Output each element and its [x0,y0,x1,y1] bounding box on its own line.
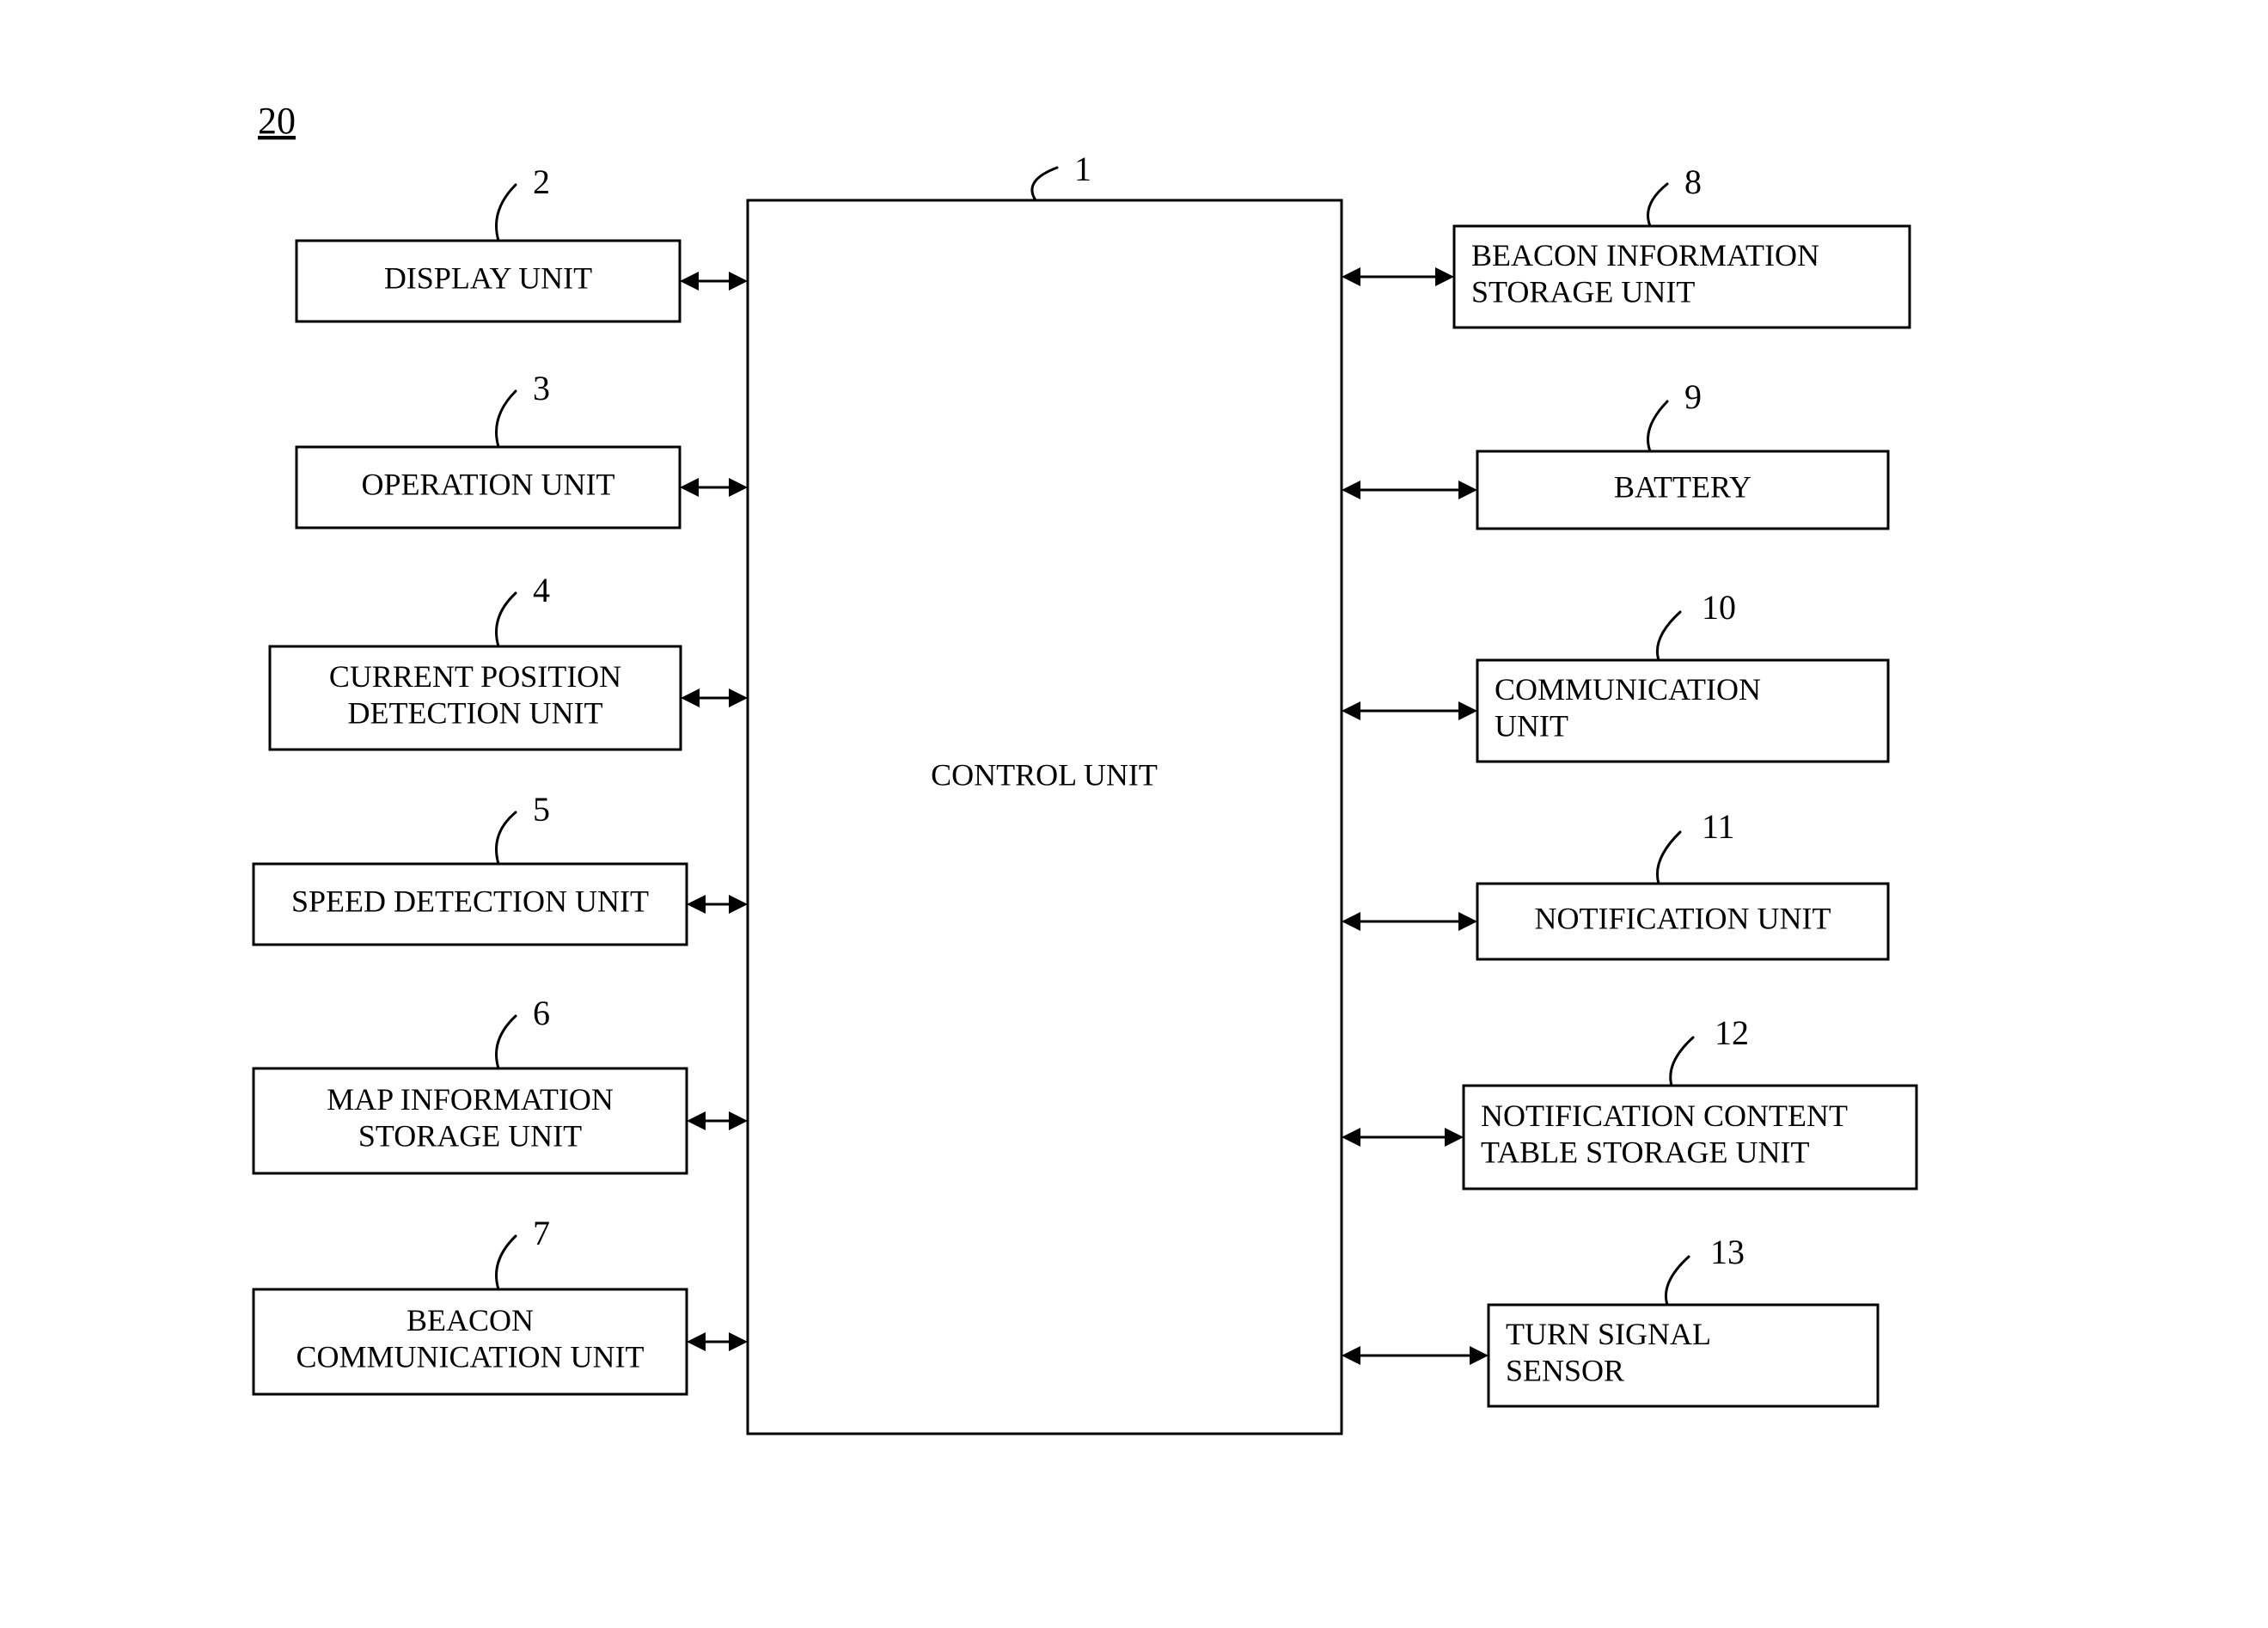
ref-1: 1 [1074,150,1091,188]
right-block-label: TURN SIGNALSENSOR [1506,1317,1711,1387]
left-block-label: CURRENT POSITIONDETECTION UNIT [329,659,621,730]
right-block-label: BATTERY [1614,469,1751,504]
ref-3: 3 [533,369,550,407]
left-block-label: OPERATION UNIT [362,467,615,501]
block-diagram: 20 CONTROL UNIT 1 DISPLAY UNIT 2 OPERATION UN… [0,0,2268,1628]
left-block-label: DISPLAY UNIT [384,260,592,295]
left-block-label: SPEED DETECTION UNIT [291,884,649,918]
ref-8: 8 [1684,162,1702,201]
ref-13: 13 [1710,1233,1745,1271]
ref-7: 7 [533,1214,550,1252]
ref-12: 12 [1715,1013,1749,1052]
ref-2: 2 [533,162,550,201]
right-block-label: COMMUNICATIONUNIT [1495,672,1761,743]
ref-10: 10 [1702,588,1736,627]
left-block-label: MAP INFORMATIONSTORAGE UNIT [327,1082,614,1153]
ref-11: 11 [1702,807,1735,846]
right-block-label: NOTIFICATION UNIT [1535,901,1831,935]
figure-number: 20 [258,100,296,142]
ref-5: 5 [533,790,550,829]
left-block-label: BEACONCOMMUNICATION UNIT [296,1303,645,1374]
right-block-label: NOTIFICATION CONTENTTABLE STORAGE UNIT [1481,1099,1848,1169]
ref-4: 4 [533,571,550,609]
right-block-label: BEACON INFORMATIONSTORAGE UNIT [1471,238,1819,309]
control-unit-box [748,200,1342,1434]
ref-6: 6 [533,994,550,1032]
ref-9: 9 [1684,377,1702,416]
control-unit-label: CONTROL UNIT [931,757,1158,792]
